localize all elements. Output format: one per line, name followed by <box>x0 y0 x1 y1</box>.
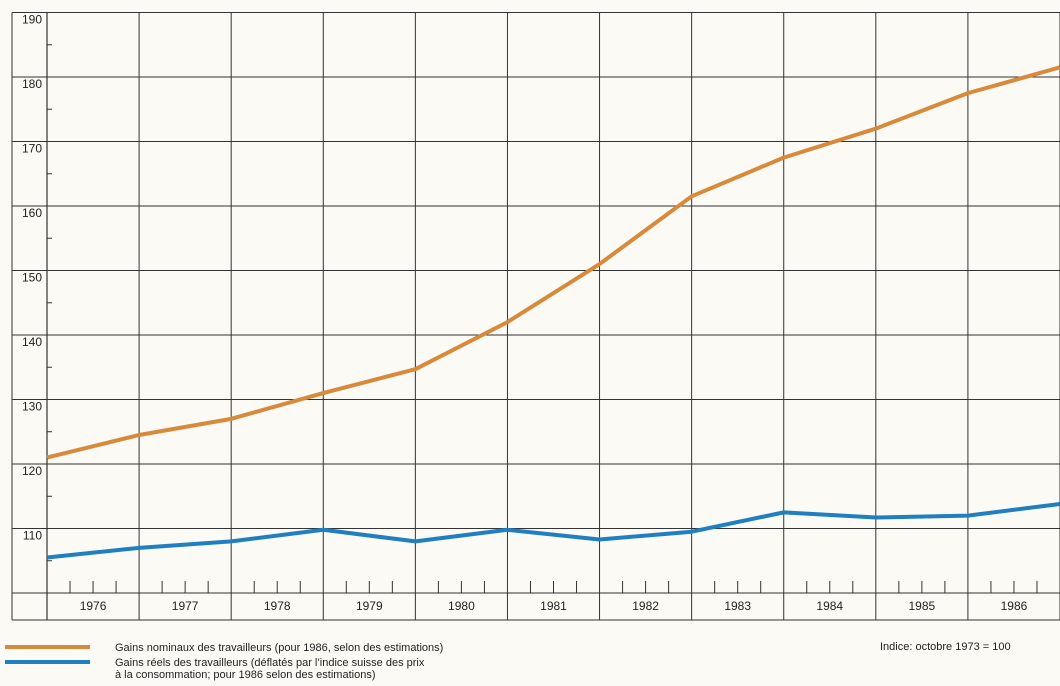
y-tick-label: 190 <box>22 13 42 27</box>
y-tick-label: 120 <box>22 464 42 478</box>
y-tick-label: 160 <box>22 206 42 220</box>
x-tick-label: 1976 <box>80 599 107 613</box>
legend-swatch <box>5 645 90 649</box>
series-line <box>46 65 1060 460</box>
x-tick-label: 1981 <box>540 599 567 613</box>
series-line <box>46 502 1060 560</box>
x-tick-label: 1982 <box>632 599 659 613</box>
x-tick-label: 1983 <box>724 599 751 613</box>
y-tick-label: 140 <box>22 335 42 349</box>
legend-label: Gains nominaux des travailleurs (pour 19… <box>115 642 444 654</box>
legend-label: Gains réels des travailleurs (déflatés p… <box>115 657 425 681</box>
x-tick-label: 1980 <box>448 599 475 613</box>
x-tick-label: 1984 <box>816 599 843 613</box>
x-tick-label: 1977 <box>172 599 199 613</box>
y-tick-label: 150 <box>22 271 42 285</box>
y-tick-label: 110 <box>23 529 42 543</box>
x-tick-label: 1978 <box>264 599 291 613</box>
y-tick-label: 130 <box>22 400 42 414</box>
y-tick-label: 180 <box>22 77 42 91</box>
y-tick-label: 170 <box>22 142 42 156</box>
x-tick-label: 1986 <box>1001 599 1028 613</box>
legend-swatch <box>5 660 90 664</box>
x-tick-label: 1979 <box>356 599 383 613</box>
annotation: Indice: octobre 1973 = 100 <box>880 641 1011 653</box>
x-tick-label: 1985 <box>909 599 936 613</box>
